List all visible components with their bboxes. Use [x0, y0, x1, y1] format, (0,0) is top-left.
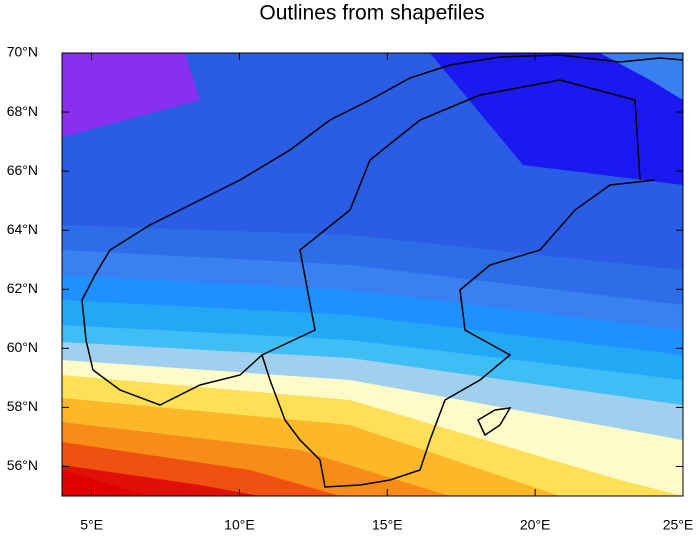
y-tick-label: 58°N: [7, 398, 38, 414]
y-tick-label: 60°N: [7, 339, 38, 355]
coastline: [81, 54, 683, 488]
x-tick-label: 5°E: [80, 517, 103, 533]
y-tick-label: 64°N: [7, 221, 38, 237]
y-tick-label: 56°N: [7, 457, 38, 473]
contour-fill: [62, 53, 683, 496]
x-tick-label: 10°E: [224, 517, 255, 533]
y-tick-label: 68°N: [7, 103, 38, 119]
x-tick-label: 25°E: [663, 517, 694, 533]
y-tick-label: 62°N: [7, 280, 38, 296]
x-tick-label: 15°E: [372, 517, 403, 533]
map-frame: [61, 52, 684, 497]
y-tick-label: 66°N: [7, 162, 38, 178]
map-title: Outlines from shapefiles: [259, 2, 484, 25]
y-tick-label: 70°N: [7, 44, 38, 60]
x-tick-label: 20°E: [520, 517, 551, 533]
